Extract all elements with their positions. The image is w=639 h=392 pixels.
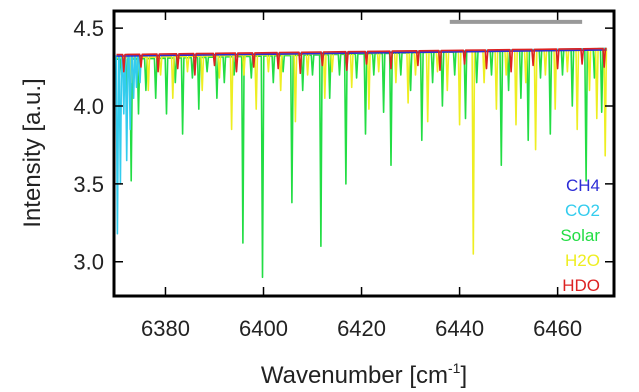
x-tick-labels: 6380 6400 6420 6440 6460 xyxy=(141,316,582,341)
series-hdo-line xyxy=(116,47,607,76)
legend: CH4 CO2 Solar H2O HDO xyxy=(560,176,600,295)
y-tick-label: 4.0 xyxy=(73,94,104,119)
y-axis-title: Intensity [a.u.] xyxy=(19,78,46,227)
y-tick-label: 3.5 xyxy=(73,172,104,197)
x-axis-title: Wavenumber [cm-1] xyxy=(261,360,467,389)
x-tick-label: 6380 xyxy=(141,316,190,341)
x-tick-label: 6440 xyxy=(435,316,484,341)
x-tick-label: 6400 xyxy=(239,316,288,341)
legend-entry-h2o: H2O xyxy=(565,251,600,270)
series-ch4-line xyxy=(116,49,607,57)
legend-entry-ch4: CH4 xyxy=(566,176,600,195)
y-tick-label: 4.5 xyxy=(73,16,104,41)
legend-entry-co2: CO2 xyxy=(565,201,600,220)
y-tick-label: 3.0 xyxy=(73,250,104,275)
y-tick-labels: 3.0 3.5 4.0 4.5 xyxy=(73,16,104,275)
x-tick-label: 6460 xyxy=(533,316,582,341)
legend-entry-solar: Solar xyxy=(560,226,600,245)
legend-entry-hdo: HDO xyxy=(562,276,600,295)
series-layer xyxy=(115,47,608,279)
x-tick-label: 6420 xyxy=(337,316,386,341)
ticks-layer xyxy=(114,11,614,296)
series-solar-line xyxy=(116,47,607,279)
